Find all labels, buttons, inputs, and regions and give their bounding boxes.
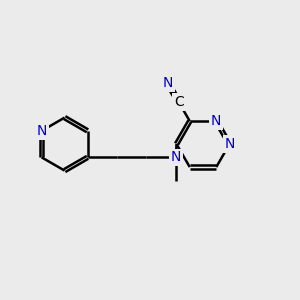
Text: N: N <box>171 150 181 164</box>
Text: N: N <box>224 137 235 151</box>
Text: N: N <box>37 124 47 138</box>
Text: N: N <box>163 76 173 90</box>
Text: C: C <box>174 95 184 109</box>
Text: N: N <box>211 114 221 128</box>
